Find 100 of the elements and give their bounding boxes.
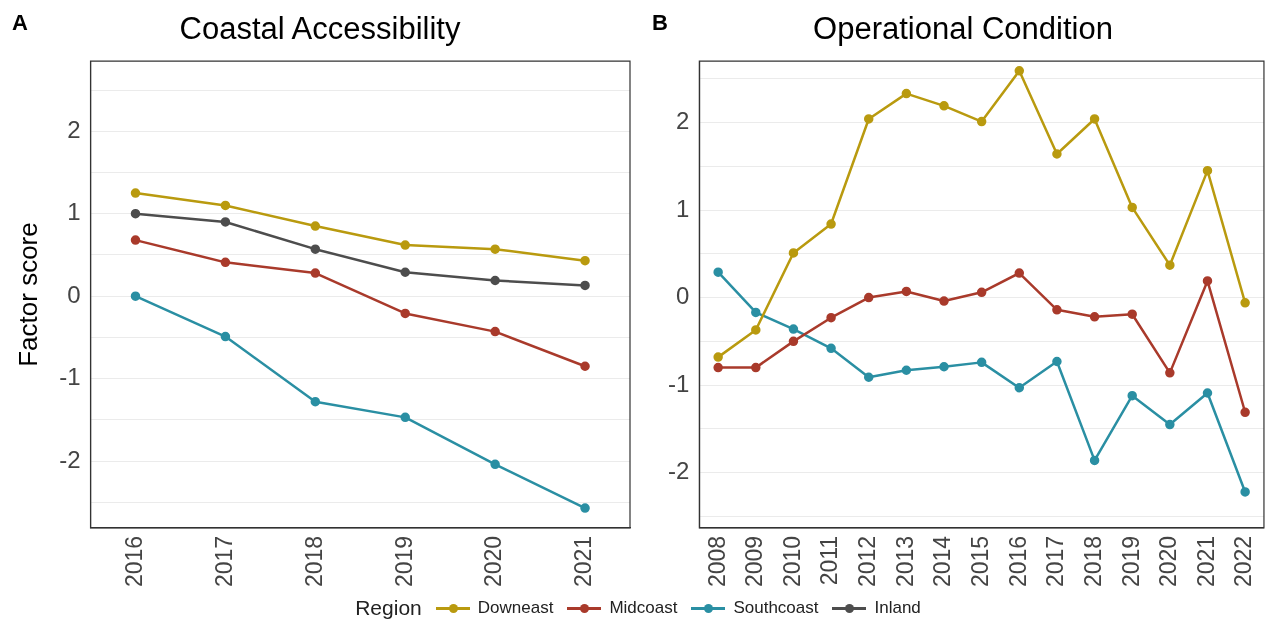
x-tick-label: 2021 bbox=[1192, 535, 1219, 588]
point bbox=[490, 244, 500, 254]
point bbox=[1127, 390, 1137, 401]
point bbox=[1202, 388, 1213, 398]
point bbox=[580, 361, 590, 371]
point bbox=[580, 255, 590, 266]
point bbox=[130, 291, 141, 301]
x-tick-label: 2020 bbox=[1155, 535, 1182, 588]
point bbox=[580, 503, 590, 513]
point bbox=[826, 343, 836, 354]
point bbox=[939, 296, 949, 306]
legend-label: Downeast bbox=[477, 598, 554, 618]
point bbox=[751, 362, 761, 373]
point bbox=[788, 324, 799, 334]
chart-title: Coastal Accessibility bbox=[179, 11, 461, 47]
point bbox=[788, 336, 799, 347]
legend-label: Inland bbox=[874, 598, 921, 618]
x-tick-label: 2008 bbox=[703, 535, 730, 588]
y-tick-label: -2 bbox=[668, 457, 690, 485]
point bbox=[1014, 268, 1025, 278]
point bbox=[863, 292, 874, 303]
legend-title: Region bbox=[355, 596, 422, 620]
y-tick-label: -2 bbox=[59, 445, 81, 473]
x-tick-label: 2011 bbox=[816, 535, 843, 586]
point bbox=[1202, 165, 1213, 176]
point bbox=[220, 217, 231, 227]
point bbox=[310, 396, 321, 407]
x-tick-label: 2012 bbox=[854, 535, 881, 588]
point bbox=[1165, 368, 1175, 378]
x-tick-label: 2021 bbox=[570, 535, 597, 588]
x-tick-label: 2013 bbox=[891, 535, 918, 588]
x-tick-label: 2019 bbox=[390, 535, 417, 588]
point bbox=[863, 114, 874, 124]
point bbox=[490, 275, 500, 286]
point bbox=[400, 267, 410, 278]
point bbox=[1240, 487, 1250, 497]
point bbox=[939, 362, 949, 372]
x-tick-label: 2017 bbox=[210, 535, 237, 588]
point bbox=[713, 267, 723, 277]
point bbox=[901, 365, 912, 375]
y-tick-label: 0 bbox=[675, 282, 690, 310]
point bbox=[310, 268, 321, 278]
point bbox=[713, 362, 723, 373]
point bbox=[1202, 276, 1213, 286]
point bbox=[826, 219, 836, 229]
legend-label: Midcoast bbox=[609, 598, 678, 618]
x-tick-label: 2010 bbox=[778, 535, 805, 588]
point bbox=[751, 325, 761, 335]
y-tick-label: -1 bbox=[59, 363, 81, 391]
point bbox=[400, 412, 410, 423]
point bbox=[130, 208, 141, 219]
y-axis-title: Factor score bbox=[12, 222, 43, 367]
point bbox=[400, 308, 410, 319]
point bbox=[1165, 419, 1175, 430]
point bbox=[1052, 356, 1062, 367]
point bbox=[1014, 383, 1025, 393]
point bbox=[939, 101, 949, 111]
text: B bbox=[652, 10, 668, 36]
x-tick-label: 2016 bbox=[1004, 535, 1031, 588]
point bbox=[130, 235, 141, 245]
y-tick-label: 2 bbox=[67, 115, 81, 143]
point bbox=[976, 116, 987, 127]
point bbox=[490, 459, 500, 470]
x-tick-label: 2017 bbox=[1042, 535, 1069, 588]
point bbox=[1052, 149, 1062, 159]
point bbox=[751, 307, 761, 318]
point bbox=[220, 331, 231, 342]
point bbox=[400, 240, 410, 250]
y-tick-label: 1 bbox=[67, 198, 81, 226]
point bbox=[310, 244, 321, 254]
point bbox=[1127, 309, 1137, 319]
point bbox=[1240, 407, 1250, 418]
x-tick-label: 2018 bbox=[1079, 535, 1106, 588]
x-tick-label: 2009 bbox=[741, 535, 768, 588]
x-tick-label: 2022 bbox=[1230, 535, 1257, 588]
point bbox=[1127, 202, 1137, 213]
y-tick-label: 1 bbox=[675, 194, 690, 222]
point bbox=[1089, 114, 1100, 124]
point bbox=[788, 248, 799, 258]
y-tick-label: 0 bbox=[67, 280, 81, 308]
point bbox=[490, 326, 500, 337]
point bbox=[220, 200, 231, 211]
point bbox=[1165, 260, 1175, 270]
point bbox=[130, 188, 141, 198]
point bbox=[1052, 305, 1062, 315]
point bbox=[580, 280, 590, 291]
y-tick-label: -1 bbox=[668, 369, 690, 397]
point bbox=[1240, 298, 1250, 308]
point bbox=[901, 286, 912, 297]
x-tick-label: 2016 bbox=[120, 535, 147, 588]
x-tick-label: 2014 bbox=[929, 535, 956, 588]
x-tick-label: 2019 bbox=[1117, 535, 1144, 588]
point bbox=[976, 287, 987, 298]
point bbox=[826, 312, 836, 323]
x-tick-label: 2020 bbox=[480, 535, 507, 588]
chart-title: Operational Condition bbox=[813, 11, 1113, 47]
point bbox=[310, 221, 321, 231]
point bbox=[1014, 66, 1025, 76]
point bbox=[1089, 455, 1100, 466]
legend-label: Southcoast bbox=[733, 598, 819, 618]
